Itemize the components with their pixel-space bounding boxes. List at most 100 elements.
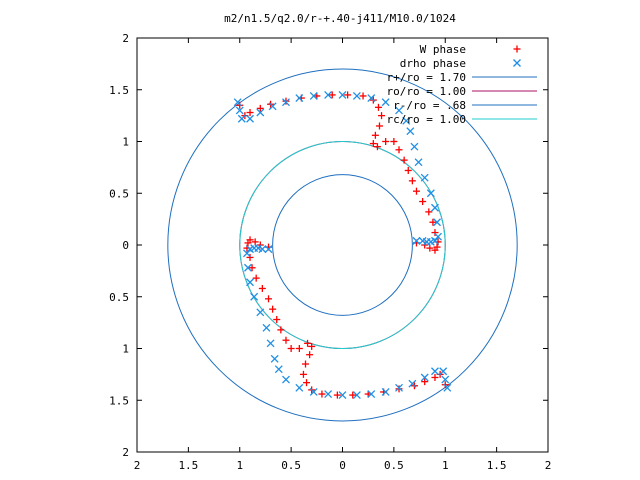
data-point xyxy=(252,274,260,282)
data-point xyxy=(269,305,277,313)
data-point xyxy=(282,97,290,105)
data-point xyxy=(395,385,403,393)
data-point xyxy=(412,187,420,195)
data-point xyxy=(264,245,273,254)
legend-swatch xyxy=(513,59,521,67)
data-point xyxy=(233,98,242,107)
data-point xyxy=(295,94,304,102)
data-point xyxy=(282,98,290,107)
legend-entry: ro/ro = 1.00 xyxy=(387,85,537,98)
legend-label: W phase xyxy=(420,43,466,56)
data-point xyxy=(256,108,265,117)
data-point xyxy=(412,236,421,245)
data-point xyxy=(246,278,254,287)
data-point xyxy=(426,189,435,198)
data-point xyxy=(273,316,281,324)
y-tick-label: 2 xyxy=(122,446,129,459)
data-point xyxy=(236,101,244,109)
phase-points xyxy=(233,90,452,400)
plot-frame xyxy=(136,37,549,453)
data-point xyxy=(431,373,439,381)
circle-series-4 xyxy=(239,141,446,349)
data-point xyxy=(408,177,416,185)
y-tick-label: 1.5 xyxy=(109,394,129,407)
data-point xyxy=(400,156,408,164)
chart-title: m2/n1.5/q2.0/r-+.40-j411/M10.0/1024 xyxy=(224,12,456,25)
data-point xyxy=(418,236,427,245)
data-point xyxy=(425,208,433,216)
data-point xyxy=(246,236,254,244)
data-point xyxy=(390,138,398,145)
legend-label: drho phase xyxy=(400,57,466,70)
data-point xyxy=(395,383,403,392)
data-point xyxy=(274,365,283,374)
data-point xyxy=(419,198,427,206)
data-point xyxy=(333,391,341,399)
data-point xyxy=(250,292,259,301)
data-point xyxy=(248,264,256,272)
legend-label: r-/ro = .68 xyxy=(393,99,466,112)
legend-entry: r+/ro = 1.70 xyxy=(387,71,537,84)
y-tick-label: 0.5 xyxy=(109,291,129,304)
y-tick-label: 2 xyxy=(122,32,129,45)
data-point xyxy=(414,158,423,167)
x-tick-label: 2 xyxy=(545,459,552,472)
reference-circles xyxy=(167,68,518,422)
x-tick-label: 1.5 xyxy=(487,459,507,472)
data-point xyxy=(268,102,277,111)
legend-label: rc/ro = 1.00 xyxy=(387,113,466,126)
data-point xyxy=(235,106,244,115)
data-point xyxy=(371,131,379,139)
data-point xyxy=(375,122,383,130)
point-series-1 xyxy=(236,91,449,399)
data-point xyxy=(349,391,357,399)
x-tick-label: 2 xyxy=(134,459,141,472)
data-point xyxy=(441,375,450,384)
data-point xyxy=(338,90,347,99)
data-point xyxy=(299,370,307,378)
circle-series-2 xyxy=(239,141,446,349)
data-point xyxy=(367,390,376,398)
data-point xyxy=(406,127,415,136)
circle-series-3 xyxy=(272,174,413,316)
x-tick-label: 1 xyxy=(236,459,243,472)
data-point xyxy=(246,253,254,261)
data-point xyxy=(237,114,246,123)
data-point xyxy=(242,249,251,258)
data-point xyxy=(344,91,352,99)
data-point xyxy=(431,367,439,376)
data-point xyxy=(303,379,311,387)
data-point xyxy=(439,367,448,376)
data-point xyxy=(382,138,390,145)
y-tick-label: 1 xyxy=(122,136,129,149)
x-tick-label: 0.5 xyxy=(281,459,301,472)
data-point xyxy=(262,323,271,332)
data-point xyxy=(352,391,361,400)
data-point xyxy=(443,383,452,392)
x-tick-label: 1 xyxy=(442,459,449,472)
axis-ticks: 2 1.5 1 0.5 0 0.5 1 1.5 221.510.500.511.52 xyxy=(109,32,551,472)
data-point xyxy=(309,388,318,396)
data-point xyxy=(324,390,333,398)
legend-label: ro/ro = 1.00 xyxy=(387,85,466,98)
data-point xyxy=(395,146,403,154)
data-point xyxy=(270,354,279,363)
data-point xyxy=(309,92,318,100)
data-point xyxy=(258,284,266,292)
data-point xyxy=(431,246,439,254)
x-tick-label: 1.5 xyxy=(178,459,198,472)
data-point xyxy=(265,295,273,303)
data-point xyxy=(258,245,267,254)
data-point xyxy=(429,218,437,226)
data-point xyxy=(282,336,290,344)
data-point xyxy=(381,98,390,107)
data-point xyxy=(431,203,439,212)
data-point xyxy=(402,116,411,125)
legend-swatch xyxy=(513,45,521,53)
data-point xyxy=(306,351,314,359)
data-point xyxy=(441,381,449,389)
data-point xyxy=(287,345,295,352)
